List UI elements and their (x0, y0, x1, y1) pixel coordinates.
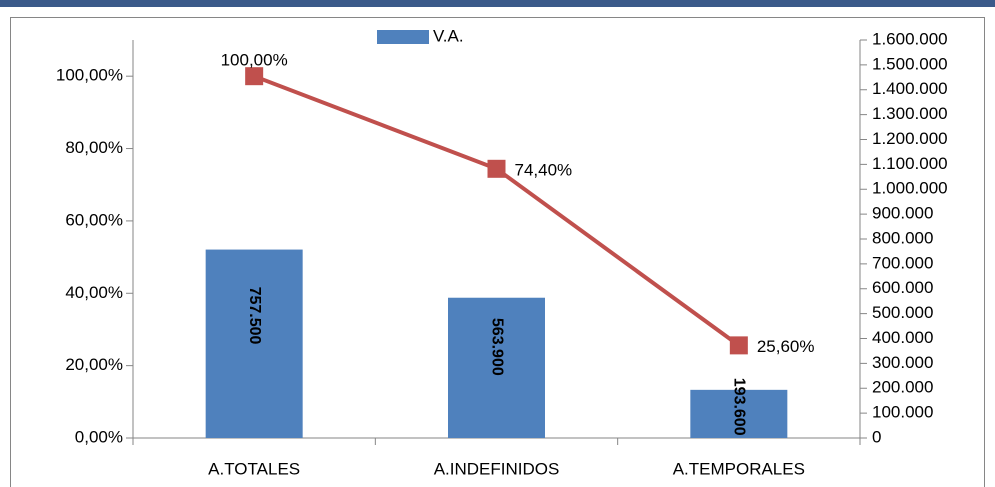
y2-tick-label: 1.500.000 (872, 54, 948, 73)
line-value-label: 100,00% (221, 51, 288, 70)
y2-tick-label: 200.000 (872, 378, 933, 397)
y2-tick-label: 400.000 (872, 328, 933, 347)
y-tick-label: 0,00% (75, 427, 123, 446)
y2-tick-label: 1.400.000 (872, 79, 948, 98)
y2-tick-label: 100.000 (872, 403, 933, 422)
legend-label: V.A. (433, 26, 464, 45)
y-tick-label: 60,00% (65, 210, 123, 229)
y2-tick-label: 900.000 (872, 204, 933, 223)
line-marker (245, 67, 264, 86)
x-tick-label: A.INDEFINIDOS (434, 459, 560, 478)
y2-tick-label: 300.000 (872, 353, 933, 372)
x-tick-label: A.TEMPORALES (673, 459, 805, 478)
y2-tick-label: 500.000 (872, 303, 933, 322)
y2-tick-label: 1.100.000 (872, 154, 948, 173)
bar (205, 249, 303, 438)
y-tick-label: 40,00% (65, 283, 123, 302)
line-value-label: 74,40% (515, 160, 573, 179)
x-tick-label: A.TOTALES (208, 459, 300, 478)
y2-tick-label: 1.000.000 (872, 179, 948, 198)
line-value-label: 25,60% (757, 337, 815, 356)
top-border (0, 0, 995, 7)
y-tick-label: 80,00% (65, 138, 123, 157)
y2-tick-label: 1.200.000 (872, 129, 948, 148)
legend-swatch (377, 30, 429, 44)
y2-tick-label: 800.000 (872, 228, 933, 247)
y-tick-label: 100,00% (56, 66, 123, 85)
bar (690, 389, 788, 438)
line-marker (487, 159, 506, 178)
y2-tick-label: 600.000 (872, 278, 933, 297)
y2-tick-label: 0 (872, 427, 881, 446)
bar-value-label: 757.500 (246, 287, 263, 345)
bar-value-label: 193.600 (731, 378, 748, 436)
y-tick-label: 20,00% (65, 355, 123, 374)
y2-tick-label: 1.600.000 (872, 29, 948, 48)
bar-value-label: 563.900 (488, 318, 505, 376)
bar (448, 297, 545, 438)
line-marker (729, 336, 748, 355)
y2-tick-label: 700.000 (872, 253, 933, 272)
y2-tick-label: 1.300.000 (872, 104, 948, 123)
